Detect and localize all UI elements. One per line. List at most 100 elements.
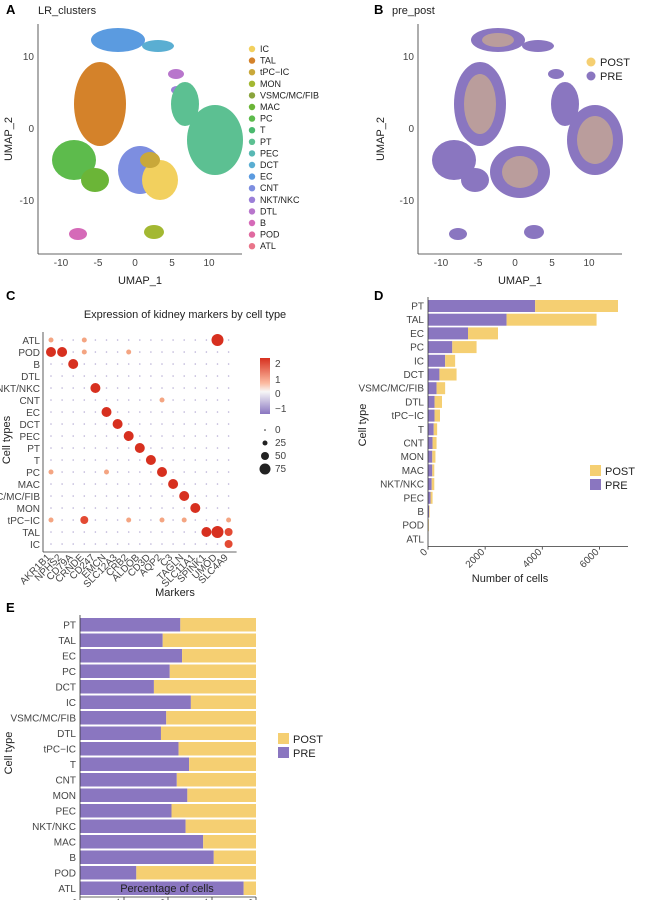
panel-b-letter: B (374, 2, 383, 17)
dot (61, 363, 63, 365)
panel-c-row-label: B (33, 360, 40, 371)
bar-segment-pre (80, 742, 179, 756)
dot (139, 399, 141, 401)
dot (116, 435, 119, 437)
dot (145, 455, 156, 465)
dot (150, 351, 152, 353)
dot (172, 519, 174, 521)
legend-swatch (590, 465, 601, 476)
bar-category-label: DTL (405, 397, 424, 408)
dot (172, 423, 174, 425)
panel-b-y-label: UMAP_2 (375, 117, 387, 161)
panel-b-umap-points (432, 28, 623, 240)
prepost-post-overlay (464, 74, 496, 134)
bar-category-label: MAC (54, 837, 76, 848)
panel-c-row-label: IC (30, 540, 40, 551)
bar-category-label: CNT (55, 775, 76, 786)
cluster-mac-blob (81, 168, 109, 192)
dot (205, 507, 208, 509)
dot (83, 471, 86, 473)
dot (183, 375, 185, 377)
dot (205, 519, 208, 521)
dot (116, 399, 119, 401)
legend-label: PEC (260, 148, 279, 158)
prepost-blob (432, 140, 476, 180)
cluster-ic-blob (142, 160, 178, 200)
dot (139, 423, 141, 425)
dot (161, 543, 163, 545)
dot (183, 435, 185, 437)
panel-c-row-label: CNT (19, 396, 40, 407)
dot (227, 339, 230, 341)
dot (157, 467, 167, 477)
bar-segment-post (243, 881, 256, 895)
cluster-mon-blob (144, 225, 164, 239)
panel-b-title: pre_post (392, 5, 435, 17)
bar-segment-post (169, 664, 256, 678)
dot (72, 543, 74, 545)
panel-b-x-tick: 0 (512, 258, 518, 269)
dot (139, 435, 141, 437)
dot (83, 507, 86, 509)
dot (116, 339, 119, 341)
bar-category-label: EC (410, 329, 424, 340)
cluster-dtl-blob (168, 69, 184, 79)
bar-segment-pre (80, 757, 190, 771)
panel-e-x-label: Percentage of cells (120, 883, 214, 895)
panel-c-x-label: Markers (155, 587, 195, 599)
panel-c-row-label: POD (18, 348, 40, 359)
dot (161, 351, 163, 353)
legend-label: VSMC/MC/FIB (260, 90, 319, 100)
colorbar-tick-label: 1 (275, 375, 281, 386)
dot (94, 531, 97, 533)
dot (94, 423, 97, 425)
dot (139, 339, 141, 341)
bar-segment-post (190, 695, 256, 709)
dot (116, 387, 119, 389)
panel-c-row-label: MON (17, 504, 40, 515)
dot (50, 411, 52, 413)
dot (227, 447, 230, 449)
legend-swatch (278, 733, 289, 744)
panel-e-letter: E (6, 600, 15, 615)
dot (50, 387, 52, 389)
dot (194, 495, 197, 497)
bar-segment-pre (80, 664, 170, 678)
panel-e: E PT TAL EC PC DCT IC VSMC/MC/FIB DTL tPC−IC T CNT… (3, 600, 323, 900)
bar-category-label: POD (402, 521, 424, 532)
dot (94, 459, 97, 461)
bar-segment-post (185, 819, 256, 833)
legend-label: PRE (293, 748, 316, 760)
bar-category-label: DTL (57, 729, 76, 740)
panel-a-x-label: UMAP_1 (118, 275, 162, 287)
dot (90, 383, 101, 393)
panel-a-umap-points (52, 28, 243, 240)
dot (127, 423, 130, 425)
dot (205, 375, 208, 377)
bar-category-label: ATL (406, 534, 424, 545)
prepost-post-overlay (577, 116, 613, 164)
dot (172, 471, 174, 473)
x-tick-label: 25 (110, 897, 126, 900)
dot (216, 507, 219, 509)
panel-b: B pre_post -1 (374, 2, 630, 287)
prepost-blob (461, 168, 489, 192)
cluster-pt-blob-1 (187, 105, 243, 175)
panel-b-x-label: UMAP_1 (498, 275, 542, 287)
colorbar-tick-label: 0 (275, 389, 281, 400)
dot (134, 443, 145, 453)
dot (127, 483, 130, 485)
bar-segment-pre (428, 395, 435, 408)
dot (150, 519, 152, 521)
dot (172, 543, 174, 545)
dot (83, 459, 86, 461)
dot (81, 349, 87, 355)
bar-segment-post (176, 773, 256, 787)
prepost-post-overlay (482, 33, 514, 47)
dot (105, 507, 108, 509)
dot (183, 423, 185, 425)
dot (127, 387, 130, 389)
panel-c-dotplot: ATLPODBDTLNKT/NKCCNTECDCTPECPTTPCMACVSMC… (0, 332, 237, 590)
dot (126, 517, 132, 523)
bar-segment-post (468, 327, 498, 340)
